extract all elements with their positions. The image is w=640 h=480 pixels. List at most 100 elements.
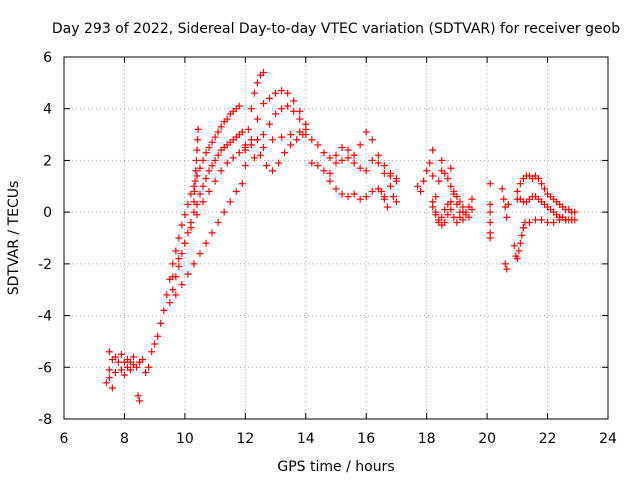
data-point <box>498 185 506 193</box>
data-point <box>377 187 385 195</box>
data-point <box>320 167 328 175</box>
data-point <box>368 187 376 195</box>
data-point <box>362 167 370 175</box>
data-point <box>429 198 437 206</box>
axis-ticks <box>63 56 609 420</box>
data-point <box>241 162 249 170</box>
data-point <box>380 162 388 170</box>
data-point <box>235 102 243 110</box>
data-point <box>199 198 207 206</box>
data-point <box>438 156 446 164</box>
data-point <box>175 234 183 242</box>
data-point <box>350 159 358 167</box>
data-point <box>166 299 174 307</box>
data-point <box>344 154 352 162</box>
data-point <box>223 115 231 123</box>
data-point <box>444 211 452 219</box>
data-point <box>142 368 150 376</box>
data-point <box>432 211 440 219</box>
data-point <box>187 224 195 232</box>
data-point <box>287 141 295 149</box>
data-point <box>538 180 546 188</box>
x-tick-label: 20 <box>478 431 496 447</box>
data-point <box>172 291 180 299</box>
data-point <box>148 348 156 356</box>
data-point <box>568 216 576 224</box>
data-point <box>456 213 464 221</box>
data-point <box>211 133 219 141</box>
data-point <box>441 218 449 226</box>
data-point <box>199 156 207 164</box>
data-point <box>453 218 461 226</box>
data-point <box>130 353 138 361</box>
data-point <box>175 262 183 270</box>
data-point <box>120 371 128 379</box>
data-point <box>272 110 280 118</box>
data-point <box>562 216 570 224</box>
data-point <box>356 164 364 172</box>
data-point <box>356 141 364 149</box>
data-point <box>205 167 213 175</box>
data-point <box>205 144 213 151</box>
data-point <box>486 218 494 226</box>
data-point <box>550 218 558 226</box>
data-point <box>154 332 162 340</box>
data-point <box>187 190 195 198</box>
data-point <box>184 229 192 237</box>
data-point <box>468 195 476 203</box>
data-point <box>244 125 252 133</box>
data-point <box>253 115 261 123</box>
data-point <box>338 156 346 164</box>
data-point <box>136 358 144 366</box>
data-point <box>389 193 397 201</box>
data-point <box>114 358 122 366</box>
data-point <box>190 182 198 190</box>
y-tick-label: -8 <box>38 412 52 428</box>
data-point <box>259 69 267 77</box>
data-point <box>429 146 437 154</box>
data-point <box>344 193 352 201</box>
data-point <box>435 218 443 226</box>
data-point <box>202 175 210 183</box>
data-point <box>503 265 511 273</box>
data-point <box>501 260 509 268</box>
data-point <box>326 177 334 185</box>
data-point <box>278 105 286 113</box>
y-tick-label: -2 <box>38 257 52 273</box>
data-point <box>217 123 225 131</box>
data-point <box>157 319 165 327</box>
data-point <box>438 213 446 221</box>
data-point <box>362 193 370 201</box>
data-point <box>117 366 125 374</box>
data-point <box>486 208 494 216</box>
data-point <box>105 366 113 374</box>
y-tick-label: 4 <box>43 102 52 118</box>
data-point <box>196 164 204 172</box>
data-point <box>194 136 202 144</box>
data-point <box>392 175 400 183</box>
data-point <box>314 162 322 170</box>
data-point <box>253 79 261 87</box>
data-point <box>429 172 437 180</box>
data-point <box>444 200 452 208</box>
data-point <box>519 224 527 232</box>
data-point <box>432 193 440 201</box>
data-point <box>133 363 141 371</box>
data-point <box>392 198 400 206</box>
data-point <box>444 175 452 183</box>
data-point <box>194 125 202 133</box>
data-point <box>450 213 458 221</box>
data-point <box>296 115 304 123</box>
data-point <box>235 149 243 157</box>
data-point <box>521 218 529 226</box>
data-point <box>338 190 346 198</box>
data-point <box>272 89 280 97</box>
data-point <box>262 162 270 170</box>
data-point <box>117 350 125 358</box>
data-point <box>191 187 199 195</box>
data-point <box>453 200 461 208</box>
data-point <box>108 384 116 392</box>
data-point <box>356 195 364 203</box>
data-point <box>184 270 192 278</box>
data-point <box>178 221 186 229</box>
